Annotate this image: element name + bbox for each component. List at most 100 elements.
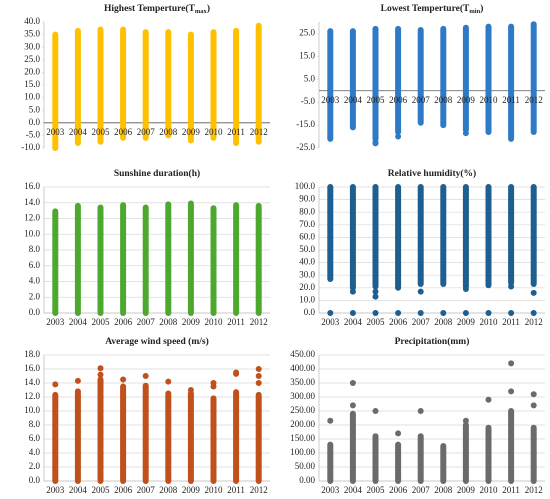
x-tick-label: 2009: [182, 317, 201, 327]
x-tick-label: 2005: [367, 95, 386, 105]
range-column: [395, 25, 402, 135]
range-column: [210, 205, 217, 316]
x-tick-label: 2009: [182, 485, 201, 495]
range-column: [74, 202, 81, 316]
range-column: [52, 208, 59, 316]
x-tick-label: 2004: [69, 127, 88, 137]
outlier-point: [372, 288, 379, 295]
range-column: [165, 29, 172, 139]
y-tick-label: 70.0: [299, 219, 315, 229]
x-tick-label: 2004: [69, 485, 88, 495]
y-tick-label: -5.0: [301, 96, 316, 106]
y-tick-label: -15.0: [296, 119, 315, 129]
y-tick-label: 8.0: [29, 244, 41, 254]
x-tick-label: 2004: [344, 317, 363, 327]
y-tick-label: 15.0: [24, 79, 40, 89]
y-tick-label: 90.0: [299, 194, 315, 204]
title-part: Highest Temperture(T: [104, 3, 196, 14]
range-column: [210, 29, 217, 141]
y-tick-label: 10.0: [299, 294, 315, 304]
y-tick-label: 60.0: [299, 231, 315, 241]
outlier-point: [327, 417, 334, 424]
title-subscript: max: [195, 8, 208, 15]
x-tick-label: 2004: [344, 95, 363, 105]
x-tick-label: 2007: [412, 485, 431, 495]
range-column: [120, 383, 127, 484]
chart-title: Average wind speed (m/s): [105, 336, 209, 347]
x-tick-label: 2012: [525, 317, 543, 327]
range-column: [165, 390, 172, 484]
outlier-point: [508, 283, 515, 290]
y-tick-label: -25.0: [296, 142, 315, 152]
x-tick-label: 2003: [46, 485, 65, 495]
y-tick-label: 5.0: [304, 73, 316, 83]
y-tick-label: 2.0: [29, 291, 41, 301]
x-tick-label: 2006: [389, 485, 408, 495]
x-tick-label: 2010: [480, 317, 499, 327]
range-column: [349, 184, 356, 291]
outlier-point: [210, 383, 217, 390]
chart-title: Sunshine duration(h): [114, 168, 200, 179]
outlier-point: [52, 381, 59, 388]
range-column: [142, 204, 149, 316]
y-tick-label: 350.00: [290, 377, 315, 387]
range-column: [508, 184, 515, 286]
outlier-point: [462, 130, 469, 137]
range-column: [349, 28, 356, 131]
outlier-point: [97, 371, 104, 378]
x-tick-label: 2007: [412, 317, 431, 327]
range-column: [462, 422, 469, 484]
y-tick-label: 30.0: [24, 41, 40, 51]
x-tick-label: 2011: [227, 317, 245, 327]
outlier-point: [395, 310, 402, 316]
title-part: Precipitation(mm): [395, 336, 470, 347]
y-tick-label: 450.00: [290, 349, 315, 359]
y-tick-label: 6.0: [29, 260, 41, 270]
x-tick-label: 2008: [434, 485, 453, 495]
range-column: [255, 202, 262, 316]
x-tick-label: 2011: [227, 127, 245, 137]
y-tick-label: 100.0: [295, 181, 316, 191]
x-tick-label: 2004: [69, 317, 88, 327]
y-tick-label: 400.00: [290, 363, 315, 373]
y-tick-label: 15.0: [299, 50, 315, 60]
outlier-point: [462, 310, 469, 316]
outlier-point: [530, 391, 537, 398]
range-column: [97, 204, 104, 316]
x-tick-label: 2010: [205, 317, 224, 327]
range-column: [485, 424, 492, 484]
range-column: [530, 424, 537, 484]
title-part: ): [480, 3, 483, 14]
range-column: [485, 23, 492, 135]
outlier-point: [395, 133, 402, 140]
range-column: [52, 31, 59, 152]
y-tick-label: 2.0: [29, 461, 41, 471]
y-tick-label: -5.0: [26, 129, 41, 139]
y-tick-label: 30.0: [299, 269, 315, 279]
chart-title: Relative humidity(%): [388, 168, 476, 179]
outlier-point: [97, 365, 104, 372]
y-tick-label: 4.0: [29, 276, 41, 286]
x-tick-label: 2003: [46, 127, 65, 137]
y-tick-label: 150.00: [290, 433, 315, 443]
outlier-point: [530, 310, 537, 316]
range-column: [233, 389, 240, 484]
y-tick-label: 14.0: [24, 377, 40, 387]
title-part: Lowest Temperture(T: [381, 3, 470, 14]
y-tick-label: 0.0: [29, 307, 41, 317]
range-column: [142, 29, 149, 141]
x-tick-label: 2003: [321, 95, 340, 105]
x-tick-label: 2008: [159, 317, 178, 327]
x-tick-label: 2003: [321, 317, 340, 327]
y-tick-label: 14.0: [24, 197, 40, 207]
y-tick-label: 20.0: [24, 66, 40, 76]
x-tick-label: 2010: [480, 485, 499, 495]
outlier-point: [462, 417, 469, 424]
y-tick-label: 50.0: [299, 244, 315, 254]
x-tick-label: 2005: [92, 485, 111, 495]
title-part: Average wind speed (m/s): [105, 336, 209, 347]
x-tick-label: 2010: [205, 127, 224, 137]
range-column: [508, 408, 515, 484]
x-tick-label: 2003: [321, 485, 340, 495]
